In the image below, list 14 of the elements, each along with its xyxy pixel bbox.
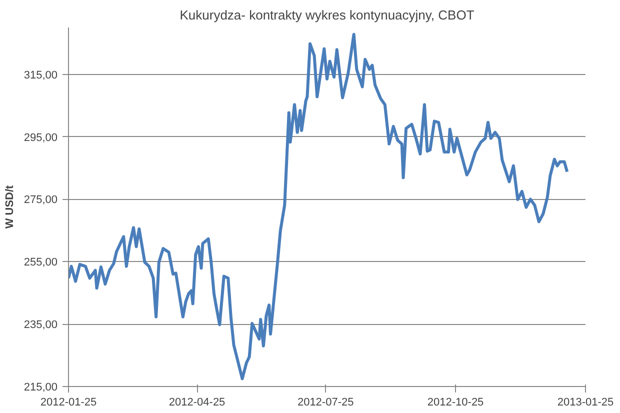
line-series xyxy=(68,32,569,380)
chart-title: Kukurydza- kontrakty wykres kontynuacyjny, CBOT xyxy=(180,8,474,22)
y-tick-label: 255,00 xyxy=(24,256,58,269)
y-tick-label: 235,00 xyxy=(24,319,58,332)
y-tick-label: 215,00 xyxy=(24,382,58,394)
y-tick-label: 275,00 xyxy=(24,194,58,206)
x-tick-label: 2012-07-25 xyxy=(297,396,354,408)
x-tick-label: 2012-01-25 xyxy=(40,396,97,408)
y-tick-label: 315,00 xyxy=(24,69,58,82)
y-tick-label: 295,00 xyxy=(24,132,58,144)
y-axis-title: W USD/t xyxy=(4,184,16,229)
x-tick-label: 2012-10-25 xyxy=(427,396,484,408)
x-tick-label: 2013-01-25 xyxy=(557,396,614,408)
x-tick-label: 2012-04-25 xyxy=(168,396,226,408)
